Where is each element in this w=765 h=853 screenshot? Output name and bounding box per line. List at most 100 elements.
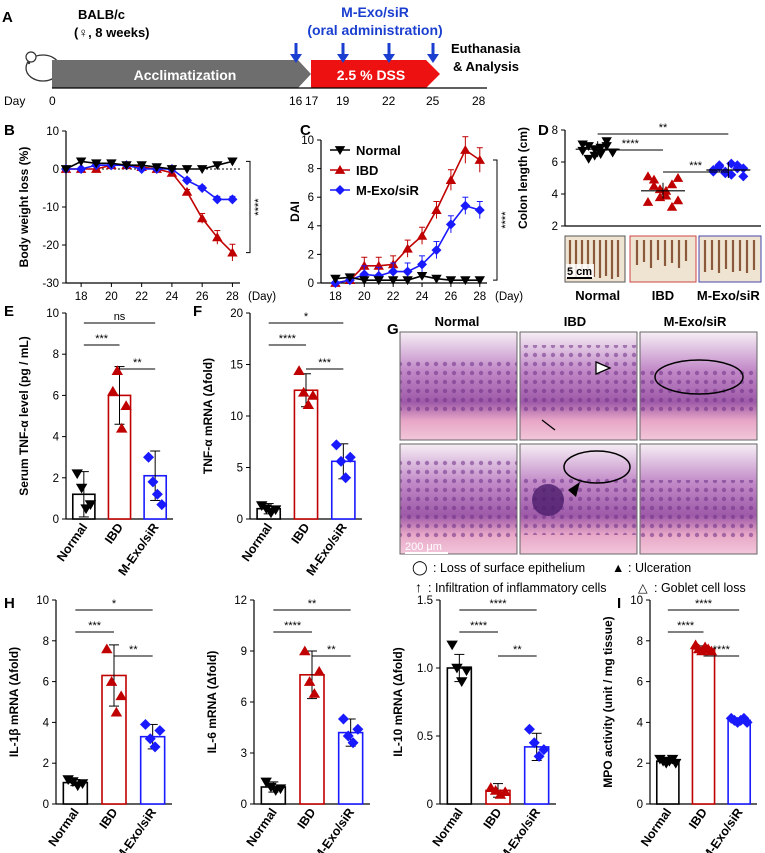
data-point [330, 274, 341, 284]
data-point [71, 469, 83, 480]
data-point [460, 276, 471, 286]
x-tick-label: 28 [226, 291, 239, 303]
sig-bracket [493, 159, 498, 281]
data-point [416, 271, 428, 281]
dss-arrow [311, 60, 440, 88]
data-point [75, 157, 87, 167]
x-tick-label: Normal [638, 806, 674, 849]
data-point [670, 758, 682, 769]
timeline-panel: A BALB/c (♀, 8 weeks) Acclimatization 2.… [2, 4, 521, 108]
panel-label-g: G [387, 321, 399, 338]
x-tick-label: Normal [575, 288, 620, 303]
data-point [460, 145, 471, 154]
x-tick-label: M-Exo/siR [113, 806, 159, 853]
data-point [212, 232, 223, 242]
data-point [121, 161, 132, 171]
chart-e: 0 2 4 6 8 10 Serum TNF-α level (pg / mL) E Norma… [4, 303, 173, 578]
bar-mexosir [727, 719, 752, 805]
data-point [75, 483, 88, 494]
data-point [451, 663, 463, 674]
data-point [144, 733, 156, 745]
sig-label: **** [622, 138, 640, 150]
data-point [499, 786, 511, 797]
data-point [446, 640, 458, 651]
y-tick-label: 2 [552, 221, 558, 233]
panel-label-i: I [617, 595, 621, 612]
y-tick-label: 5 [237, 463, 243, 475]
data-point [388, 266, 399, 277]
data-point [474, 276, 486, 286]
sig-label: *** [88, 620, 102, 632]
epithelium-loss-circle-ibd [563, 450, 631, 484]
data-point [352, 723, 364, 735]
sig-label: ** [133, 357, 142, 369]
histology-image-normal-top [399, 331, 518, 441]
data-point [265, 508, 277, 519]
y-tick-label: -20 [42, 240, 59, 252]
data-point [445, 219, 456, 230]
data-point [601, 137, 612, 147]
sig-label: **** [253, 198, 265, 216]
y-axis-label: Body weight loss (%) [17, 147, 31, 268]
panel-label-b: B [4, 122, 15, 139]
y-tick-label: 9 [241, 646, 247, 658]
data-point [181, 165, 193, 174]
x-tick-label: Normal [54, 521, 90, 564]
day-0: 0 [49, 94, 56, 108]
y-tick-label: 2 [43, 758, 49, 770]
endpoint-label-2: & Analysis [453, 59, 519, 74]
x-tick-label: Normal [244, 806, 280, 849]
treatment-arrow-day22 [383, 43, 395, 63]
x-unit-label: (Day) [495, 291, 523, 303]
data-point [115, 422, 128, 433]
day-22: 22 [382, 94, 396, 108]
y-tick-label: 6 [241, 697, 247, 709]
y-tick-label: 10 [230, 411, 243, 423]
x-tick-label: 18 [329, 291, 342, 303]
data-point [147, 476, 159, 488]
data-point [299, 645, 311, 656]
legend-label: M-Exo/siR [356, 183, 419, 198]
data-point [105, 676, 118, 686]
data-point [115, 690, 127, 701]
chart-b: -30 -20 -10 0 10 Body weight loss (%)B 18 20 22 2… [4, 122, 276, 303]
day-19: 19 [336, 94, 350, 108]
y-tick-label: 4 [43, 717, 50, 729]
x-tick-label: IBD [652, 288, 674, 303]
y-tick-label: 0 [308, 278, 314, 290]
treatment-label: M-Exo/siR [341, 4, 409, 20]
y-tick-label: 6 [53, 390, 59, 402]
panel-label-a: A [2, 9, 13, 26]
sig-label: ** [513, 644, 522, 656]
x-tick-label: Normal [430, 806, 466, 849]
legend-label: IBD [356, 163, 378, 178]
data-point [732, 160, 743, 171]
x-tick-label: IBD [686, 806, 710, 832]
y-tick-label: 8 [552, 125, 558, 137]
x-unit-label: (Day) [248, 291, 276, 303]
histology-panel: G Normal IBD M-Exo/siR 200 μm ◯ [387, 314, 758, 595]
data-point [149, 741, 161, 753]
y-tick-label: -10 [42, 202, 59, 214]
legend-marker [334, 165, 346, 174]
chart-h2: 0 3 6 9 12 IL-6 mRNA (Δfold) Normal IBDM-Exo/si… [205, 595, 370, 853]
y-tick-label: 4 [308, 221, 315, 233]
panel-label-e: E [4, 303, 14, 320]
goblet-loss-marker [595, 361, 612, 375]
mouse-sex-age: (♀, 8 weeks) [74, 25, 150, 40]
data-point [76, 779, 89, 790]
panel-label-f: F [193, 303, 202, 320]
data-point [91, 159, 102, 169]
x-tick-label: IBD [289, 521, 313, 547]
legend-goblet-text: : Goblet cell loss [654, 581, 746, 595]
y-tick-label: 8 [637, 636, 643, 648]
data-point [648, 174, 660, 184]
x-tick-label: 22 [387, 291, 400, 303]
bar-normal [446, 667, 473, 805]
sig-label: ** [659, 122, 668, 134]
y-tick-label: 2 [637, 758, 643, 770]
data-point [666, 201, 678, 211]
x-tick-label: Normal [46, 806, 82, 849]
data-point [335, 455, 347, 467]
